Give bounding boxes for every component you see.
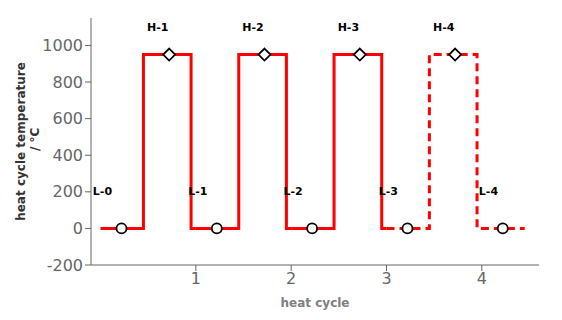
svg-text:4: 4 (477, 269, 487, 288)
svg-text:200: 200 (52, 182, 83, 201)
svg-text:3: 3 (381, 269, 391, 288)
svg-text:H-2: H-2 (242, 21, 263, 34)
svg-text:heat cycle temperature / °C: heat cycle temperature / °C (14, 62, 42, 221)
svg-text:L-3: L-3 (379, 185, 398, 198)
svg-text:0: 0 (73, 219, 83, 238)
svg-text:L-4: L-4 (479, 185, 499, 198)
svg-text:L-2: L-2 (283, 185, 302, 198)
svg-text:L-0: L-0 (93, 185, 113, 198)
svg-text:-200: -200 (47, 256, 83, 275)
svg-text:L-1: L-1 (188, 185, 207, 198)
svg-text:H-3: H-3 (338, 21, 359, 34)
svg-text:heat cycle: heat cycle (281, 296, 350, 310)
svg-text:2: 2 (286, 269, 296, 288)
svg-text:800: 800 (52, 73, 83, 92)
svg-text:1000: 1000 (42, 36, 83, 55)
svg-text:1: 1 (191, 269, 201, 288)
svg-text:600: 600 (52, 109, 83, 128)
svg-text:H-4: H-4 (433, 21, 455, 34)
svg-text:400: 400 (52, 146, 83, 165)
svg-text:H-1: H-1 (147, 21, 168, 34)
